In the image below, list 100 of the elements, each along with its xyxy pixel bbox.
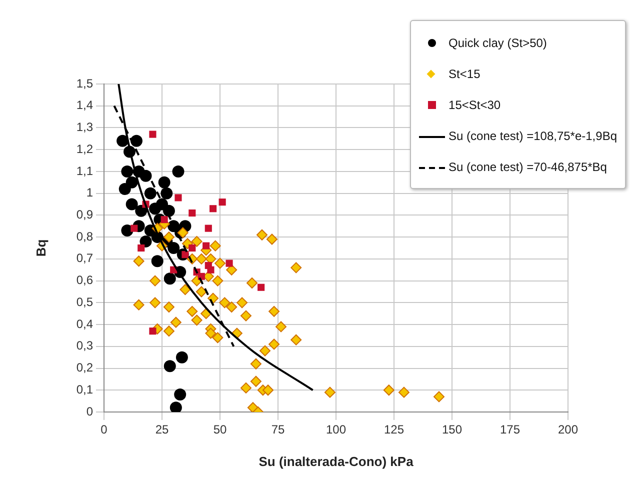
point	[151, 255, 164, 268]
point	[162, 204, 175, 217]
point	[290, 262, 302, 274]
point	[290, 334, 302, 346]
point	[163, 232, 174, 243]
y-tick-label: 1	[86, 186, 94, 200]
point	[219, 297, 230, 308]
point	[210, 205, 217, 212]
point	[160, 216, 168, 224]
point	[324, 386, 336, 398]
point	[177, 227, 188, 238]
point	[236, 297, 248, 308]
point	[121, 165, 134, 178]
x-tick-label: 75	[271, 422, 285, 437]
y-axis-title: Bq	[33, 239, 48, 257]
point	[204, 224, 212, 232]
point	[150, 297, 161, 308]
y-tick-label: 1,3	[76, 120, 94, 134]
y-tick-label: 1,4	[76, 98, 94, 112]
point	[212, 275, 224, 286]
point	[202, 242, 210, 250]
y-tick-label: 0,1	[76, 382, 94, 396]
y-tick-label: 1,1	[76, 164, 94, 178]
point	[210, 240, 221, 252]
legend-label: Su (cone test) =108,75*e-1,9Bq	[448, 128, 617, 142]
point	[214, 258, 226, 269]
y-tick-label: 1,2	[76, 142, 94, 156]
point	[168, 242, 180, 254]
point	[160, 187, 173, 200]
point	[383, 384, 394, 396]
point	[398, 386, 410, 398]
point	[140, 235, 152, 248]
x-tick-label: 200	[558, 422, 578, 437]
point	[250, 358, 262, 370]
point	[212, 332, 224, 344]
x-tick-label: 100	[326, 422, 346, 437]
point	[250, 376, 262, 387]
point	[256, 229, 268, 240]
y-tick-label: 0,7	[76, 251, 94, 266]
point	[170, 316, 182, 328]
point	[186, 306, 198, 317]
point	[196, 253, 207, 264]
point	[174, 388, 186, 401]
x-tick-label: 50	[213, 422, 227, 437]
point	[164, 272, 176, 285]
point	[133, 256, 144, 267]
point	[205, 253, 216, 264]
y-tick-label: 0,8	[76, 229, 94, 244]
y-tick-label: 0,6	[76, 273, 94, 288]
point	[188, 244, 196, 252]
point	[118, 182, 131, 195]
point	[226, 302, 238, 313]
point	[262, 384, 274, 396]
point	[176, 351, 188, 364]
y-tick-label: 0,5	[76, 294, 94, 309]
point	[268, 306, 280, 317]
point	[434, 391, 445, 402]
point	[138, 244, 145, 252]
point	[126, 198, 138, 210]
point	[196, 286, 207, 298]
point	[116, 134, 129, 147]
point	[207, 266, 214, 274]
point	[240, 382, 252, 394]
point	[258, 284, 265, 291]
point	[268, 338, 280, 350]
y-tick-label: 0,4	[76, 316, 94, 331]
y-tick-label: 0,3	[76, 338, 94, 353]
point	[163, 302, 174, 313]
x-tick-label: 175	[500, 422, 520, 437]
point	[191, 314, 202, 326]
y-tick-label: 1,5	[76, 76, 94, 90]
point	[133, 299, 144, 310]
point	[135, 204, 148, 217]
point	[246, 277, 258, 288]
point	[240, 310, 252, 322]
point	[130, 134, 142, 147]
point	[218, 198, 226, 206]
point	[172, 165, 184, 178]
line-series	[118, 84, 314, 392]
point	[149, 130, 156, 138]
point	[149, 328, 156, 335]
point	[174, 194, 182, 202]
point	[276, 321, 287, 332]
point	[180, 284, 191, 296]
point	[158, 176, 170, 188]
legend-label: Su (cone test) =70-46,875*Bq	[448, 160, 607, 174]
point	[144, 187, 156, 200]
x-tick-label: 125	[384, 422, 404, 437]
point	[130, 224, 138, 232]
legend-label: Quick clay (St>50)	[448, 36, 547, 50]
x-tick-label: 25	[155, 422, 169, 437]
x-tick-label: 150	[442, 422, 462, 437]
x-tick-label: 0	[100, 422, 108, 437]
y-tick-label: 0,9	[76, 208, 94, 222]
point	[191, 236, 202, 247]
point	[163, 326, 174, 337]
point	[150, 275, 161, 286]
point	[188, 209, 196, 217]
point	[164, 360, 176, 372]
point	[266, 234, 278, 245]
